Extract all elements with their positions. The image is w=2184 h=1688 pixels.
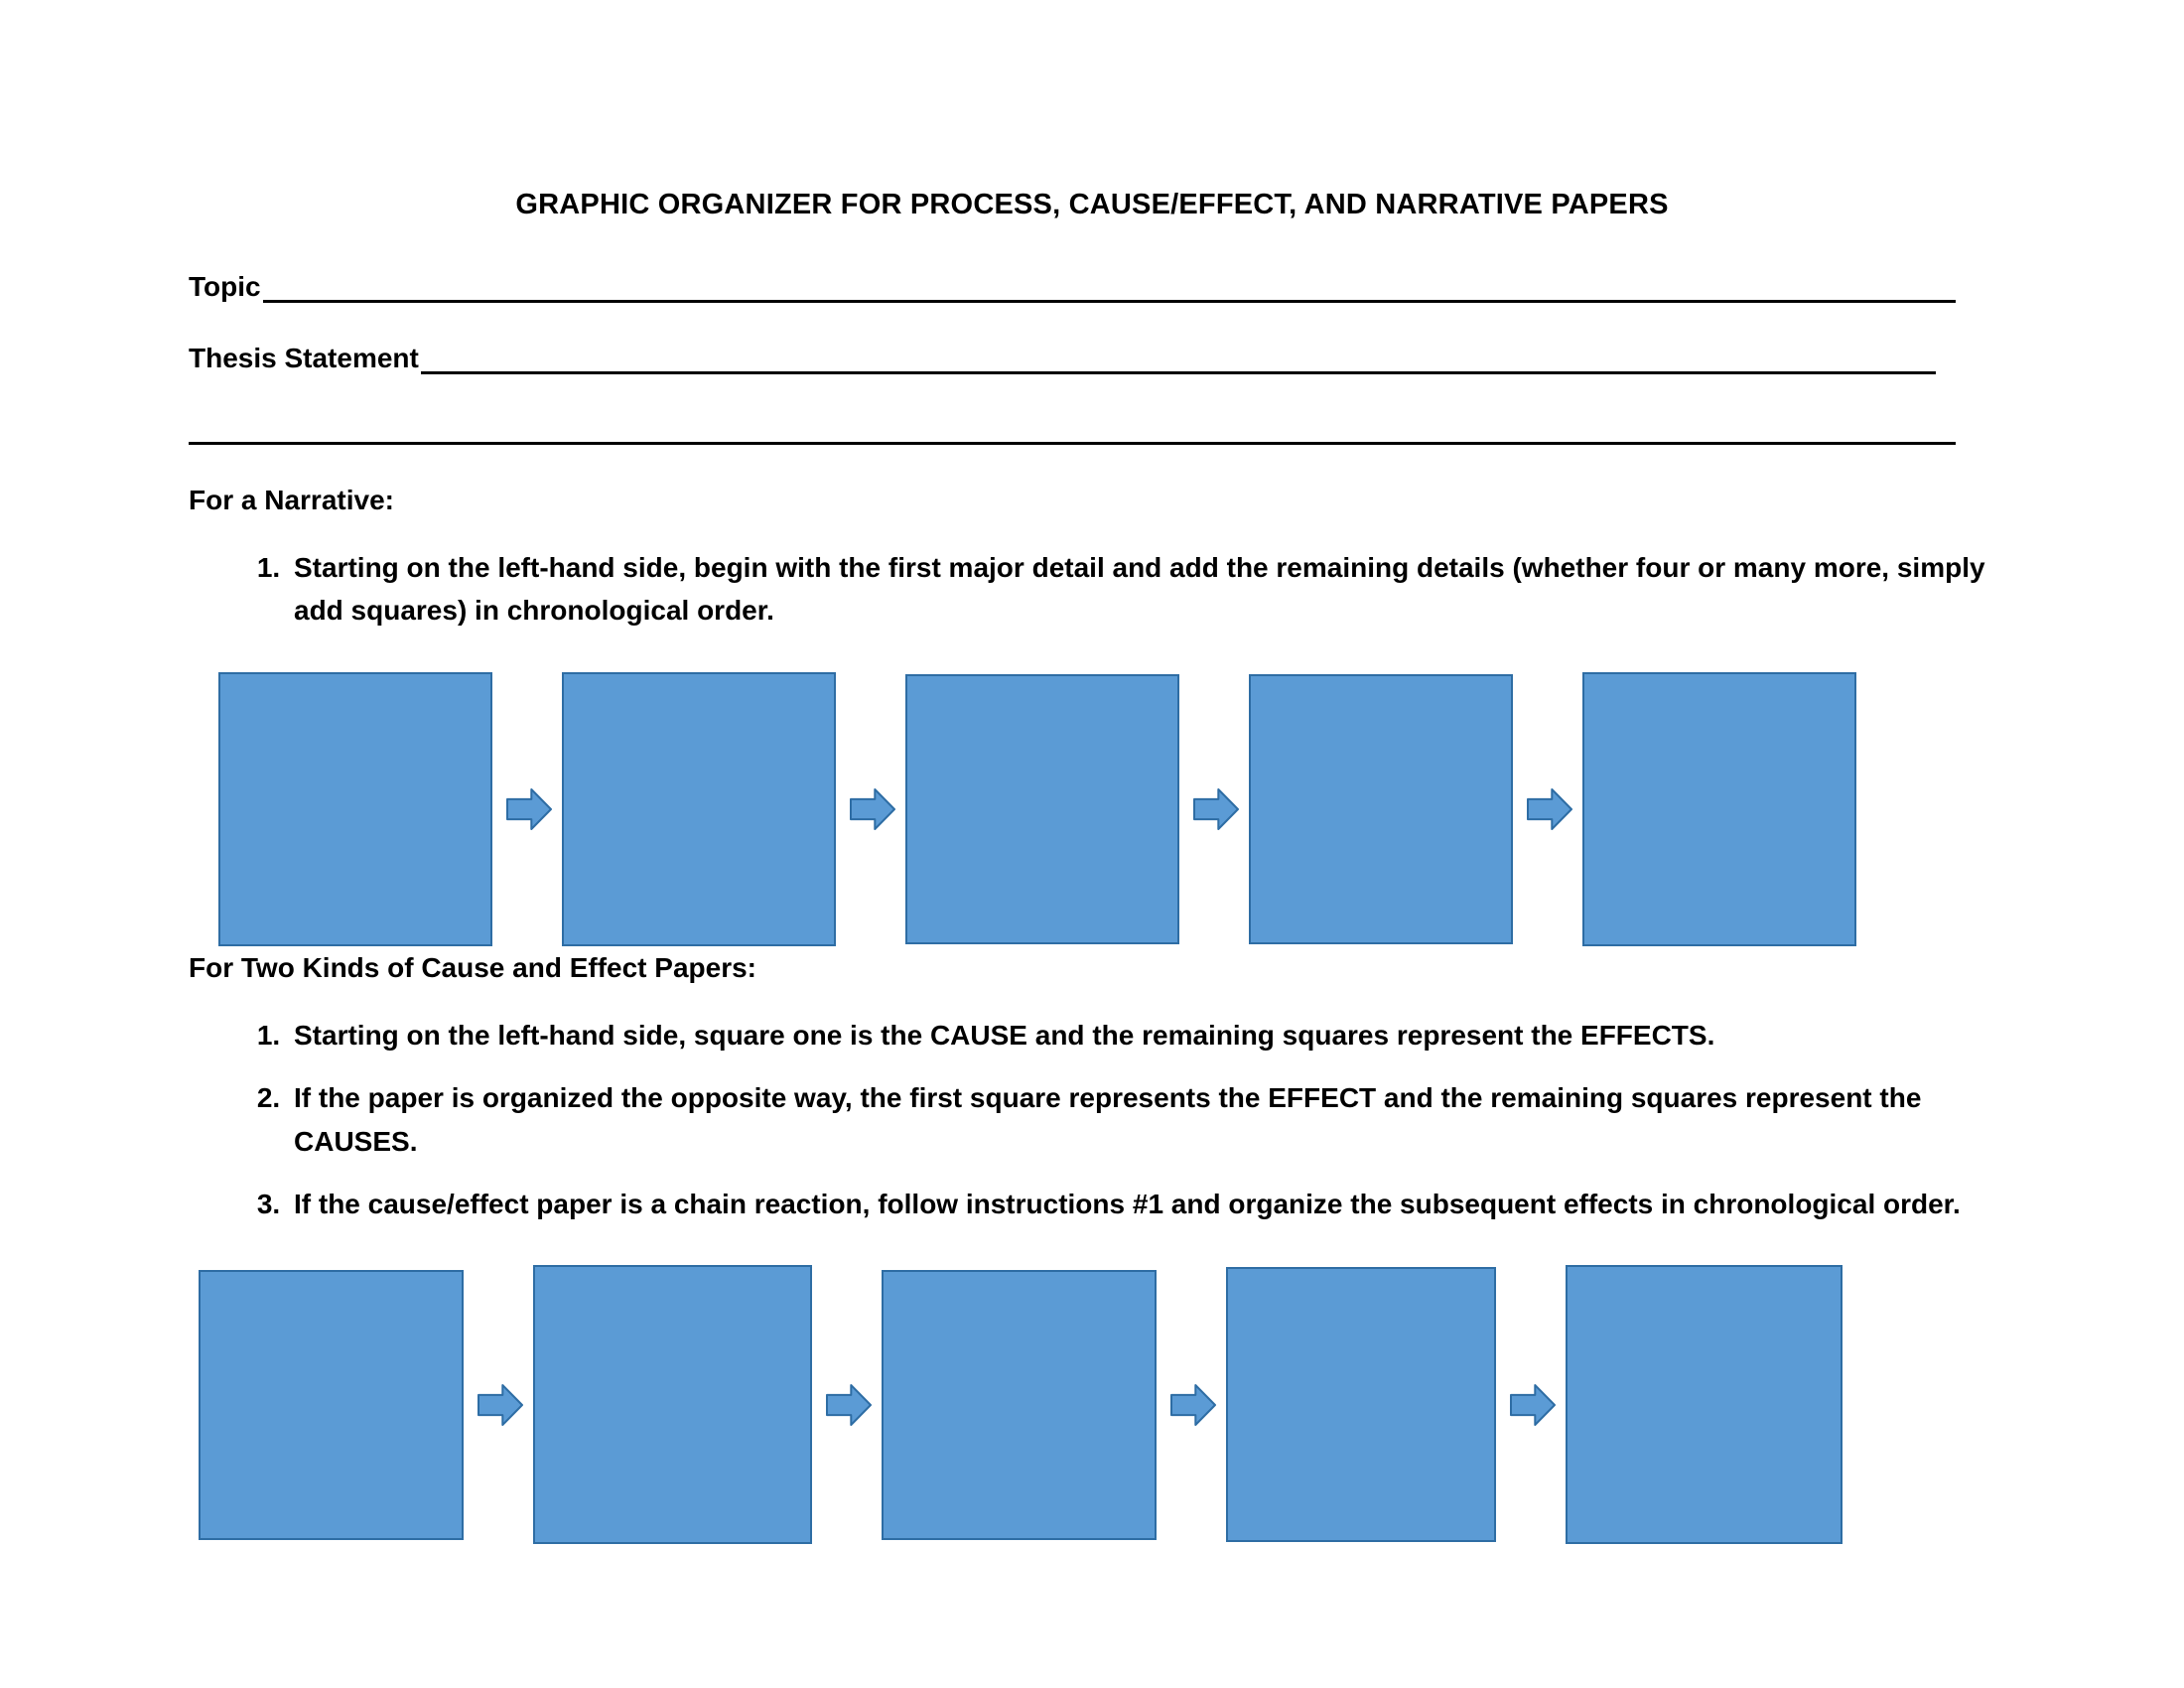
arrow-right-icon bbox=[1527, 788, 1572, 830]
cause-effect-flow-diagram bbox=[199, 1265, 1995, 1544]
flow-box bbox=[1226, 1267, 1496, 1542]
page-title: GRAPHIC ORGANIZER FOR PROCESS, CAUSE/EFF… bbox=[189, 189, 1995, 221]
narrative-instructions: Starting on the left-hand side, begin wi… bbox=[189, 546, 1995, 633]
arrow-right-icon bbox=[1170, 1384, 1216, 1426]
narrative-heading: For a Narrative: bbox=[189, 485, 1995, 516]
arrow-right-icon bbox=[850, 788, 895, 830]
flow-box bbox=[1582, 672, 1856, 946]
thesis-blank-line-1 bbox=[421, 344, 1936, 374]
thesis-label: Thesis Statement bbox=[189, 343, 419, 374]
list-item: If the paper is organized the opposite w… bbox=[288, 1076, 1995, 1163]
topic-field-row: Topic bbox=[189, 271, 1995, 303]
list-item: Starting on the left-hand side, begin wi… bbox=[288, 546, 1995, 633]
cause-effect-instructions: Starting on the left-hand side, square o… bbox=[189, 1014, 1995, 1226]
arrow-right-icon bbox=[826, 1384, 872, 1426]
list-item: If the cause/effect paper is a chain rea… bbox=[288, 1183, 1995, 1225]
topic-blank-line bbox=[263, 272, 1956, 303]
arrow-right-icon bbox=[1510, 1384, 1556, 1426]
thesis-blank-line-2 bbox=[189, 414, 1956, 445]
arrow-right-icon bbox=[1193, 788, 1239, 830]
list-item: Starting on the left-hand side, square o… bbox=[288, 1014, 1995, 1056]
flow-box bbox=[882, 1270, 1157, 1540]
thesis-field-row: Thesis Statement bbox=[189, 343, 1995, 374]
narrative-flow-diagram bbox=[218, 672, 1995, 946]
flow-box bbox=[199, 1270, 464, 1540]
flow-box bbox=[905, 674, 1179, 944]
topic-label: Topic bbox=[189, 271, 261, 303]
arrow-right-icon bbox=[478, 1384, 523, 1426]
cause-effect-heading: For Two Kinds of Cause and Effect Papers… bbox=[189, 952, 1995, 984]
flow-box bbox=[1566, 1265, 1843, 1544]
flow-box bbox=[218, 672, 492, 946]
arrow-right-icon bbox=[506, 788, 552, 830]
flow-box bbox=[533, 1265, 812, 1544]
flow-box bbox=[562, 672, 836, 946]
flow-box bbox=[1249, 674, 1513, 944]
